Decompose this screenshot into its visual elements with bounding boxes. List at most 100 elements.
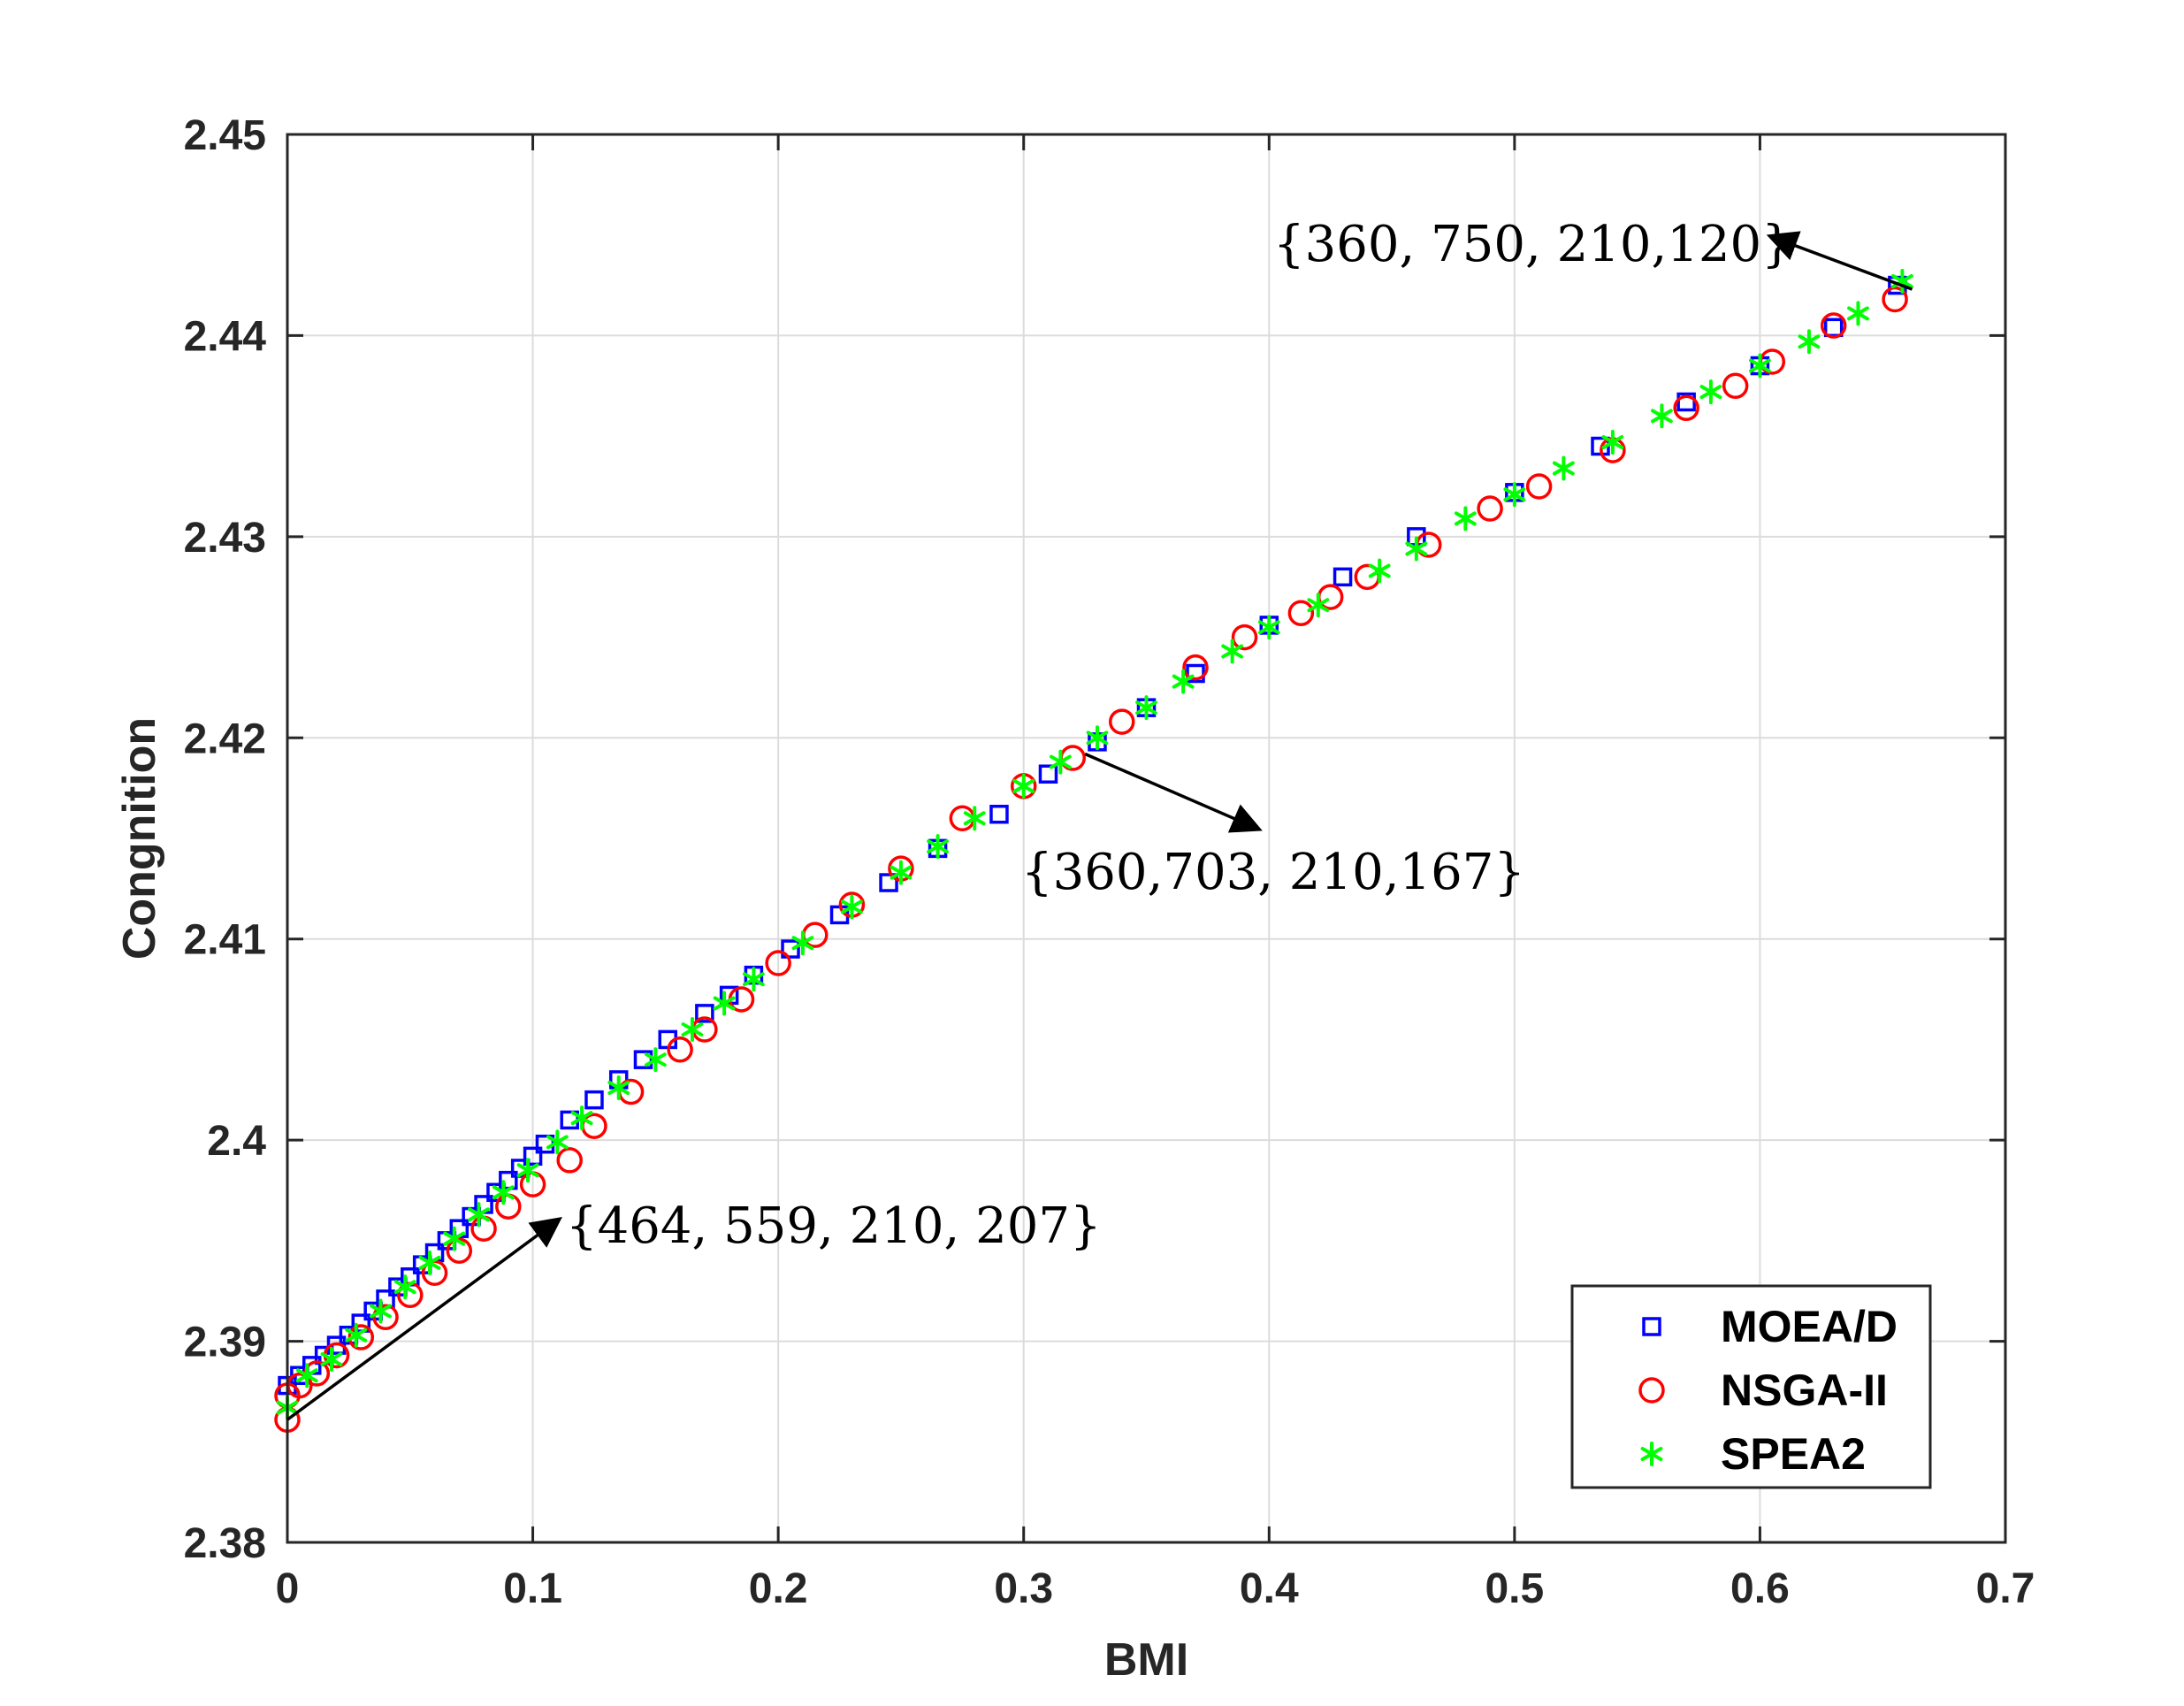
legend-label: MOEA/D bbox=[1721, 1302, 1898, 1351]
grid-lines bbox=[286, 134, 2006, 1543]
x-tick-label: 0 bbox=[276, 1565, 300, 1612]
data-point bbox=[1601, 429, 1624, 455]
annotation-label: {464, 559, 210, 207} bbox=[566, 1197, 1102, 1255]
annotation-label: {360,703, 210,167} bbox=[1021, 844, 1525, 901]
data-point bbox=[1317, 584, 1344, 610]
data-point bbox=[1405, 536, 1428, 562]
data-point bbox=[320, 1347, 343, 1373]
x-tick-label: 0.3 bbox=[994, 1565, 1053, 1612]
data-point bbox=[581, 1113, 607, 1139]
data-point bbox=[584, 1090, 604, 1110]
data-point bbox=[927, 834, 949, 860]
legend-box bbox=[1570, 1284, 1932, 1489]
data-point bbox=[781, 939, 800, 959]
data-point bbox=[644, 1047, 667, 1073]
data-point bbox=[470, 1215, 497, 1242]
data-markers bbox=[274, 269, 1913, 1434]
y-tick-label: 2.41 bbox=[184, 917, 266, 964]
data-point bbox=[1231, 623, 1258, 651]
y-axis-title: Congnition bbox=[114, 717, 165, 960]
data-point bbox=[1368, 558, 1391, 584]
data-point bbox=[495, 1193, 522, 1220]
data-point bbox=[1454, 506, 1477, 532]
data-point bbox=[556, 1147, 583, 1174]
y-tick-label: 2.38 bbox=[184, 1520, 266, 1567]
legend-label: NSGA-II bbox=[1721, 1366, 1888, 1415]
data-point bbox=[989, 804, 1009, 824]
data-point bbox=[570, 1105, 593, 1131]
data-point bbox=[791, 930, 814, 956]
annotation-label: {360, 750, 210,120} bbox=[1273, 216, 1793, 273]
data-point bbox=[1135, 695, 1157, 721]
data-point bbox=[1882, 286, 1908, 313]
annotation-arrow bbox=[1766, 231, 1913, 291]
data-point bbox=[949, 805, 976, 832]
data-point bbox=[695, 1004, 714, 1023]
y-tick-label: 2.39 bbox=[184, 1320, 266, 1366]
y-tick-label: 2.45 bbox=[184, 112, 266, 159]
data-point bbox=[1552, 455, 1575, 481]
data-point bbox=[667, 1037, 693, 1063]
data-point bbox=[1798, 329, 1821, 355]
data-point bbox=[1038, 764, 1058, 784]
x-tick-label: 0.5 bbox=[1485, 1565, 1544, 1612]
data-point bbox=[345, 1322, 368, 1348]
legend-label: SPEA2 bbox=[1721, 1429, 1866, 1479]
data-point bbox=[1749, 353, 1771, 379]
data-point bbox=[446, 1237, 473, 1264]
data-point bbox=[295, 1363, 318, 1389]
legend-marker bbox=[1638, 1377, 1665, 1404]
data-point bbox=[633, 1050, 653, 1069]
x-tick-label: 0.7 bbox=[1976, 1565, 2035, 1612]
data-point bbox=[1221, 639, 1244, 664]
series-nsga-ii bbox=[274, 286, 1908, 1434]
x-tick-label: 0.4 bbox=[1240, 1565, 1299, 1612]
data-point bbox=[879, 873, 898, 892]
y-tick-label: 2.44 bbox=[184, 313, 267, 360]
data-point bbox=[1722, 372, 1749, 400]
data-point bbox=[1108, 708, 1135, 735]
data-point bbox=[841, 894, 863, 920]
data-point bbox=[1012, 773, 1035, 799]
data-point bbox=[492, 1180, 515, 1205]
data-point bbox=[1651, 403, 1673, 429]
data-point bbox=[546, 1129, 569, 1155]
data-point bbox=[890, 860, 913, 885]
series-spea2 bbox=[276, 269, 1913, 1420]
data-point bbox=[1333, 567, 1353, 587]
data-point bbox=[1049, 749, 1072, 775]
data-point bbox=[523, 1146, 543, 1167]
data-point bbox=[681, 1017, 704, 1043]
annotation-arrow bbox=[1084, 752, 1263, 833]
data-point bbox=[370, 1298, 392, 1324]
data-point bbox=[1699, 379, 1722, 405]
data-point bbox=[393, 1274, 416, 1300]
data-point bbox=[742, 967, 765, 992]
x-tick-label: 0.2 bbox=[749, 1565, 808, 1612]
data-point bbox=[713, 991, 736, 1016]
data-point bbox=[1823, 317, 1844, 338]
data-point bbox=[802, 922, 829, 948]
x-tick-label: 0.1 bbox=[503, 1565, 562, 1612]
annotations: {360, 750, 210,120} {360,703, 210,167} {46… bbox=[286, 216, 1913, 1421]
data-point bbox=[1307, 593, 1330, 618]
data-point bbox=[1477, 495, 1503, 522]
y-tick-label: 2.4 bbox=[207, 1118, 266, 1165]
data-point bbox=[1172, 669, 1195, 694]
legend-marker bbox=[1642, 1317, 1661, 1336]
y-tick-label: 2.43 bbox=[184, 515, 266, 562]
y-tick-label: 2.42 bbox=[184, 715, 266, 762]
data-point bbox=[468, 1202, 490, 1228]
data-point bbox=[765, 950, 791, 976]
x-axis-title: BMI bbox=[1104, 1634, 1188, 1686]
legend-marker bbox=[1640, 1442, 1663, 1466]
annotation-arrow bbox=[286, 1216, 562, 1421]
data-point bbox=[418, 1250, 441, 1275]
axes: 0 0.1 0.2 0.3 0.4 0.5 0.6 0.7 2.38 2.39 2.4 2.41 2.4… bbox=[114, 112, 2035, 1686]
data-point bbox=[1847, 301, 1869, 326]
data-point bbox=[1673, 394, 1699, 422]
data-point bbox=[1086, 725, 1109, 751]
data-point bbox=[516, 1158, 539, 1183]
